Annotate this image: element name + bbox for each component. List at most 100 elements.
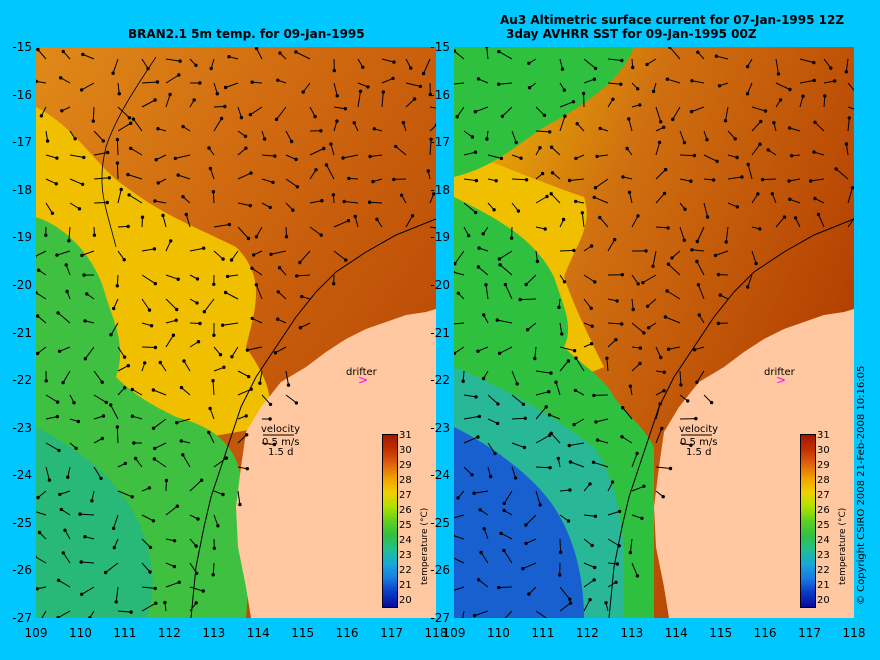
observed-colorbar-label: temperature (°C): [838, 507, 848, 585]
velocity-arrow: [583, 562, 595, 568]
velocity-arrow-head: [277, 266, 282, 270]
velocity-arrow: [81, 586, 95, 595]
velocity-arrow: [511, 130, 517, 143]
velocity-arrow: [189, 562, 198, 574]
observed-colorbar-tick-label: 25: [817, 520, 830, 531]
velocity-arrow-head: [208, 166, 213, 171]
velocity-arrow: [261, 442, 275, 445]
longitude-tick-label: 117: [798, 626, 821, 640]
velocity-arrow-head: [482, 313, 486, 317]
velocity-arrow-head: [394, 144, 398, 149]
model-drifter-marker: >: [358, 373, 368, 387]
velocity-arrow: [594, 196, 609, 204]
velocity-arrow-head: [696, 283, 701, 287]
velocity-arrow-head: [284, 235, 289, 239]
model-colorbar-tick-label: 27: [399, 490, 412, 501]
velocity-arrow: [463, 130, 473, 138]
velocity-arrow: [475, 106, 489, 113]
velocity-arrow-head: [476, 265, 481, 269]
velocity-arrow-head: [496, 402, 500, 406]
velocity-arrow: [36, 250, 47, 257]
velocity-arrow: [655, 403, 661, 420]
velocity-arrow-head: [625, 146, 629, 151]
longitude-tick-label: 111: [113, 626, 137, 640]
velocity-arrow-head: [574, 356, 578, 360]
velocity-arrow-head: [153, 586, 157, 591]
velocity-arrow-head: [527, 86, 532, 90]
velocity-arrow: [276, 106, 287, 120]
velocity-arrow-head: [788, 87, 792, 92]
velocity-arrow-head: [592, 195, 597, 200]
velocity-arrow-head: [620, 322, 624, 326]
velocity-arrow-head: [614, 338, 618, 342]
velocity-arrow-head: [329, 142, 333, 146]
velocity-arrow: [666, 290, 681, 300]
latitude-tick-label-right: -16: [430, 87, 450, 102]
velocity-arrow-head: [620, 58, 624, 63]
velocity-arrow-head: [156, 181, 161, 185]
velocity-arrow-head: [276, 290, 281, 294]
velocity-arrow-head: [735, 205, 740, 209]
velocity-arrow: [527, 322, 537, 331]
velocity-arrow-head: [91, 119, 95, 123]
velocity-arrow: [478, 266, 489, 276]
observed-sst-field-blue: [454, 427, 584, 618]
longitude-tick-label: 110: [486, 626, 510, 640]
velocity-arrow-head: [152, 457, 157, 461]
velocity-arrow: [775, 216, 785, 228]
velocity-arrow: [59, 346, 71, 352]
velocity-arrow-head: [105, 200, 110, 205]
longitude-tick-label: 117: [380, 626, 403, 640]
velocity-arrow-head: [117, 92, 122, 96]
left-panel-title: BRAN2.1 5m temp. for 09-Jan-1995: [128, 27, 365, 41]
velocity-arrow: [213, 250, 224, 260]
velocity-arrow-head: [572, 349, 577, 353]
velocity-arrow: [237, 147, 247, 156]
velocity-arrow-head: [497, 49, 501, 54]
velocity-arrow: [225, 292, 239, 300]
velocity-arrow-head: [592, 578, 596, 582]
velocity-arrow-head: [112, 306, 116, 311]
velocity-arrow: [82, 53, 95, 60]
velocity-arrow-head: [617, 509, 622, 514]
velocity-arrow: [117, 250, 125, 260]
velocity-arrow: [559, 58, 563, 70]
velocity-arrow-head: [454, 351, 457, 355]
model-velocity-duration: 1.5 d: [268, 447, 293, 458]
velocity-arrow: [429, 226, 436, 229]
velocity-arrow: [405, 215, 413, 228]
velocity-arrow-head: [497, 82, 501, 86]
right-panel-title-line1: Au3 Altimetric surface current for 07-Ja…: [500, 13, 845, 27]
velocity-arrow-head: [238, 502, 242, 507]
velocity-arrow: [478, 579, 489, 588]
velocity-arrow-head: [392, 177, 396, 182]
velocity-arrow: [559, 360, 569, 372]
velocity-arrow-head: [485, 137, 489, 141]
velocity-arrow-head: [324, 163, 329, 167]
velocity-arrow: [607, 58, 622, 61]
velocity-arrow-head: [123, 386, 127, 390]
observed-colorbar-tick-label: 31: [817, 430, 830, 441]
velocity-arrow-head: [745, 92, 750, 96]
velocity-arrow-head: [319, 233, 323, 237]
velocity-arrow-head: [344, 258, 348, 262]
velocity-arrow-head: [154, 158, 158, 162]
velocity-arrow-head: [36, 47, 40, 52]
velocity-arrow-head: [195, 301, 199, 305]
velocity-arrow-head: [184, 212, 189, 217]
velocity-arrow-head: [544, 405, 548, 409]
velocity-arrow-head: [568, 460, 573, 464]
velocity-arrow-head: [269, 252, 273, 257]
model-colorbar-tick-label: 26: [399, 505, 412, 516]
velocity-arrow-head: [671, 117, 675, 122]
velocity-arrow: [405, 58, 412, 69]
observed-sst-field-green-north: [454, 47, 634, 177]
velocity-arrow: [535, 391, 549, 396]
velocity-arrow: [68, 226, 71, 241]
velocity-arrow: [628, 118, 633, 132]
velocity-arrow-head: [353, 214, 357, 219]
velocity-arrow-head: [524, 523, 528, 527]
velocity-arrow: [117, 346, 126, 358]
velocity-arrow: [300, 322, 311, 329]
velocity-arrow-head: [252, 253, 256, 257]
